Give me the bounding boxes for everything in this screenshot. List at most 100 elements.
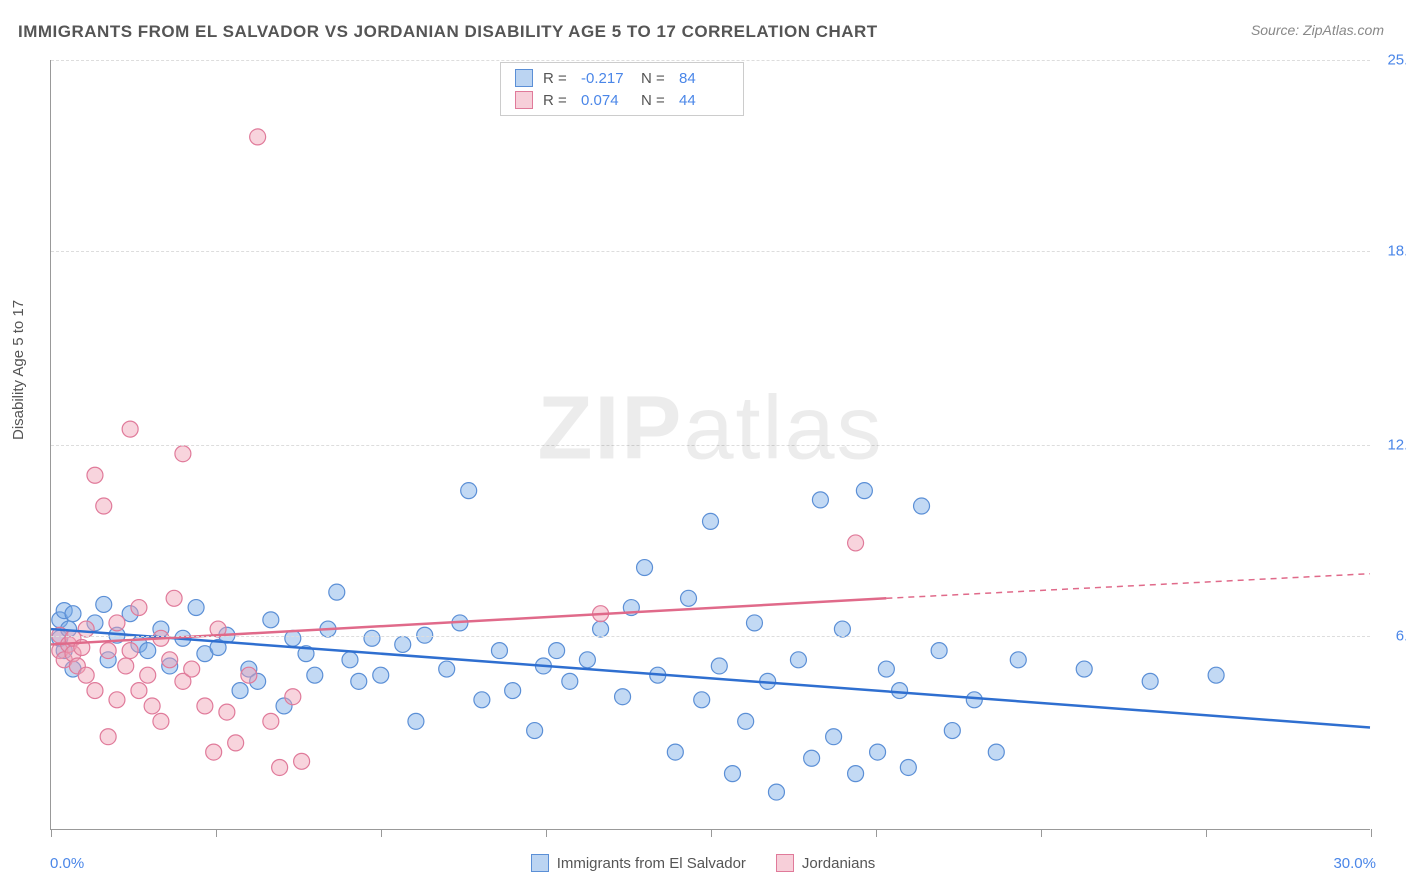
data-point — [294, 753, 310, 769]
data-point — [1076, 661, 1092, 677]
data-point — [593, 621, 609, 637]
x-tick — [1041, 829, 1042, 837]
x-tick — [381, 829, 382, 837]
data-point — [65, 606, 81, 622]
plot-area: ZIPatlas 6.3%12.5%18.8%25.0% — [50, 60, 1370, 830]
data-point — [461, 483, 477, 499]
data-point — [272, 759, 288, 775]
data-point — [184, 661, 200, 677]
data-point — [219, 704, 235, 720]
n-value: 44 — [679, 92, 729, 109]
data-point — [834, 621, 850, 637]
data-point — [1208, 667, 1224, 683]
source-name: ZipAtlas.com — [1303, 22, 1384, 38]
data-point — [724, 766, 740, 782]
data-point — [241, 667, 257, 683]
data-point — [232, 683, 248, 699]
data-point — [579, 652, 595, 668]
source-attribution: Source: ZipAtlas.com — [1251, 22, 1384, 38]
legend-row: R = 0.074 N = 44 — [515, 89, 729, 111]
data-point — [491, 643, 507, 659]
x-tick — [711, 829, 712, 837]
legend-row: R = -0.217 N = 84 — [515, 67, 729, 89]
swatch-blue-icon — [515, 69, 533, 87]
swatch-pink-icon — [776, 854, 794, 872]
gridline — [51, 251, 1370, 252]
data-point — [250, 129, 266, 145]
data-point — [364, 630, 380, 646]
data-point — [944, 723, 960, 739]
data-point — [848, 535, 864, 551]
data-point — [856, 483, 872, 499]
data-point — [790, 652, 806, 668]
data-point — [96, 498, 112, 514]
data-point — [870, 744, 886, 760]
data-point — [408, 713, 424, 729]
x-tick — [876, 829, 877, 837]
data-point — [131, 600, 147, 616]
data-point — [900, 759, 916, 775]
data-point — [826, 729, 842, 745]
data-point — [197, 698, 213, 714]
data-point — [140, 667, 156, 683]
data-point — [140, 643, 156, 659]
data-point — [892, 683, 908, 699]
data-point — [351, 673, 367, 689]
x-tick — [51, 829, 52, 837]
data-point — [527, 723, 543, 739]
data-point — [878, 661, 894, 677]
data-point — [100, 643, 116, 659]
data-point — [87, 467, 103, 483]
legend-label: Jordanians — [802, 855, 875, 872]
n-value: 84 — [679, 70, 729, 87]
data-point — [474, 692, 490, 708]
n-label: N = — [641, 92, 669, 109]
data-point — [746, 615, 762, 631]
x-tick — [1371, 829, 1372, 837]
data-point — [711, 658, 727, 674]
data-point — [100, 729, 116, 745]
r-label: R = — [543, 70, 571, 87]
data-point — [988, 744, 1004, 760]
data-point — [966, 692, 982, 708]
gridline — [51, 636, 1370, 637]
y-tick-label: 6.3% — [1396, 627, 1406, 644]
data-point — [1010, 652, 1026, 668]
data-point — [131, 683, 147, 699]
x-tick — [1206, 829, 1207, 837]
data-point — [144, 698, 160, 714]
data-point — [122, 643, 138, 659]
data-point — [122, 421, 138, 437]
data-point — [703, 513, 719, 529]
r-label: R = — [543, 92, 571, 109]
x-tick — [546, 829, 547, 837]
y-tick-label: 25.0% — [1387, 52, 1406, 69]
y-tick-label: 12.5% — [1387, 437, 1406, 454]
data-point — [166, 590, 182, 606]
swatch-pink-icon — [515, 91, 533, 109]
data-point — [395, 636, 411, 652]
data-point — [285, 689, 301, 705]
legend-label: Immigrants from El Salvador — [557, 855, 746, 872]
data-point — [738, 713, 754, 729]
data-point — [768, 784, 784, 800]
data-point — [263, 612, 279, 628]
data-point — [694, 692, 710, 708]
data-point — [373, 667, 389, 683]
n-label: N = — [641, 70, 669, 87]
data-point — [118, 658, 134, 674]
data-point — [109, 615, 125, 631]
correlation-legend: R = -0.217 N = 84 R = 0.074 N = 44 — [500, 62, 744, 116]
y-axis-label: Disability Age 5 to 17 — [10, 300, 27, 440]
data-point — [342, 652, 358, 668]
data-point — [162, 652, 178, 668]
data-point — [228, 735, 244, 751]
data-point — [505, 683, 521, 699]
data-point — [109, 692, 125, 708]
data-point — [285, 630, 301, 646]
series-legend: Immigrants from El Salvador Jordanians — [0, 854, 1406, 872]
legend-item: Immigrants from El Salvador — [531, 854, 746, 872]
swatch-blue-icon — [531, 854, 549, 872]
data-point — [263, 713, 279, 729]
data-point — [188, 600, 204, 616]
